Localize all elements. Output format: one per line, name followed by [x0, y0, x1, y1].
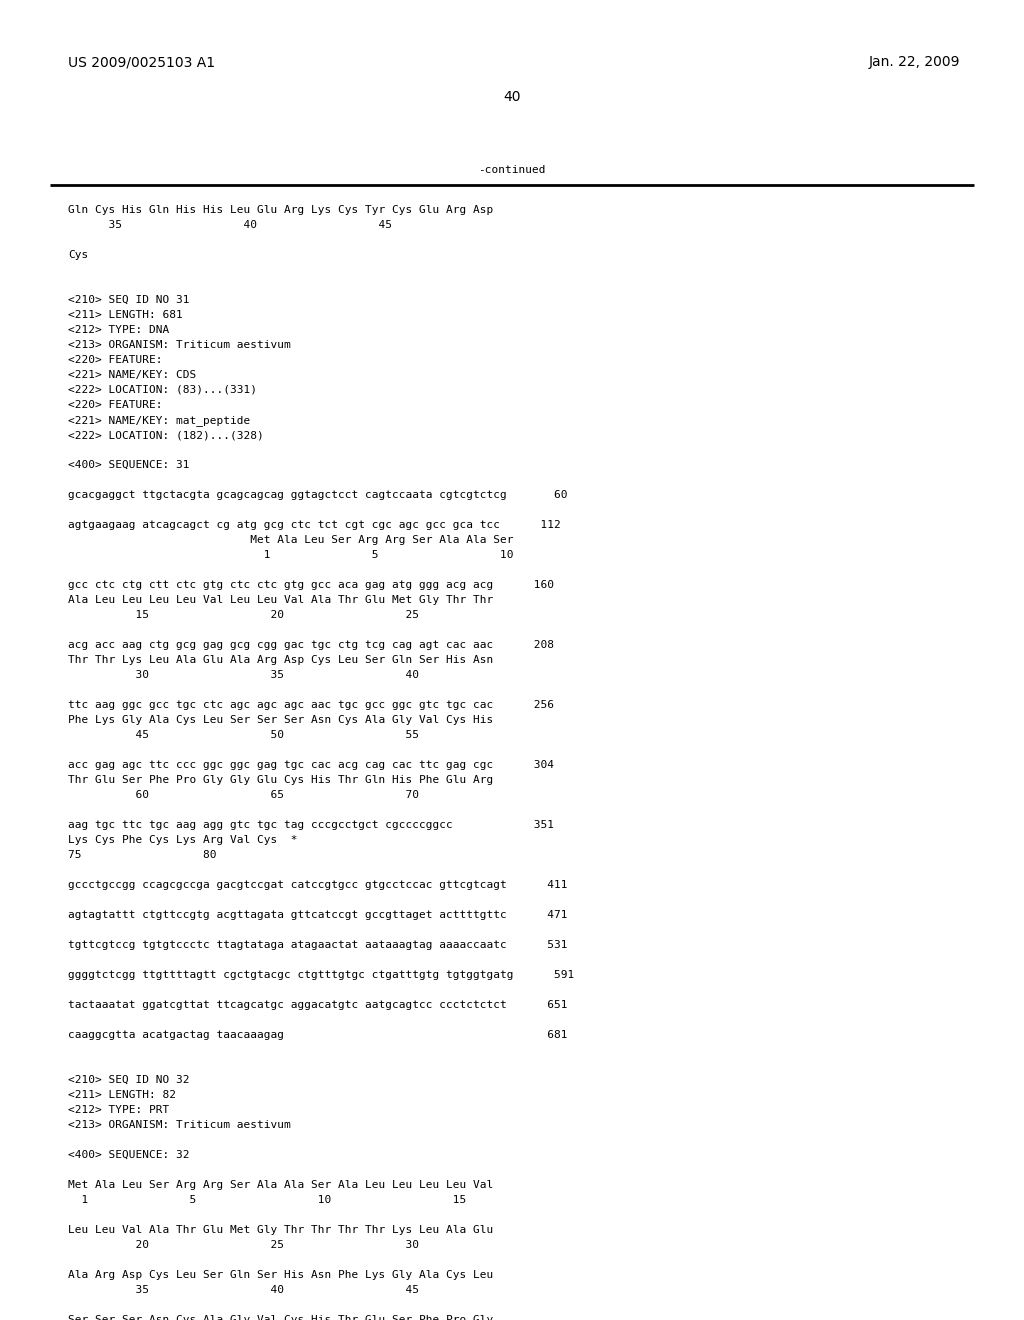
- Text: US 2009/0025103 A1: US 2009/0025103 A1: [68, 55, 215, 69]
- Text: <213> ORGANISM: Triticum aestivum: <213> ORGANISM: Triticum aestivum: [68, 341, 291, 350]
- Text: Thr Thr Lys Leu Ala Glu Ala Arg Asp Cys Leu Ser Gln Ser His Asn: Thr Thr Lys Leu Ala Glu Ala Arg Asp Cys …: [68, 655, 494, 665]
- Text: gcc ctc ctg ctt ctc gtg ctc ctc gtg gcc aca gag atg ggg acg acg      160: gcc ctc ctg ctt ctc gtg ctc ctc gtg gcc …: [68, 579, 554, 590]
- Text: Met Ala Leu Ser Arg Arg Ser Ala Ala Ser Ala Leu Leu Leu Leu Val: Met Ala Leu Ser Arg Arg Ser Ala Ala Ser …: [68, 1180, 494, 1191]
- Text: <220> FEATURE:: <220> FEATURE:: [68, 400, 163, 411]
- Text: 45                  50                  55: 45 50 55: [68, 730, 419, 741]
- Text: <210> SEQ ID NO 32: <210> SEQ ID NO 32: [68, 1074, 189, 1085]
- Text: Thr Glu Ser Phe Pro Gly Gly Glu Cys His Thr Gln His Phe Glu Arg: Thr Glu Ser Phe Pro Gly Gly Glu Cys His …: [68, 775, 494, 785]
- Text: <400> SEQUENCE: 32: <400> SEQUENCE: 32: [68, 1150, 189, 1160]
- Text: gcacgaggct ttgctacgta gcagcagcag ggtagctcct cagtccaata cgtcgtctcg       60: gcacgaggct ttgctacgta gcagcagcag ggtagct…: [68, 490, 567, 500]
- Text: 60                  65                  70: 60 65 70: [68, 789, 419, 800]
- Text: Ala Leu Leu Leu Leu Val Leu Leu Val Ala Thr Glu Met Gly Thr Thr: Ala Leu Leu Leu Leu Val Leu Leu Val Ala …: [68, 595, 494, 605]
- Text: Gln Cys His Gln His His Leu Glu Arg Lys Cys Tyr Cys Glu Arg Asp: Gln Cys His Gln His His Leu Glu Arg Lys …: [68, 205, 494, 215]
- Text: aag tgc ttc tgc aag agg gtc tgc tag cccgcctgct cgccccggcc            351: aag tgc ttc tgc aag agg gtc tgc tag cccg…: [68, 820, 554, 830]
- Text: 35                  40                  45: 35 40 45: [68, 1284, 419, 1295]
- Text: ttc aag ggc gcc tgc ctc agc agc agc aac tgc gcc ggc gtc tgc cac      256: ttc aag ggc gcc tgc ctc agc agc agc aac …: [68, 700, 554, 710]
- Text: 1               5                  10: 1 5 10: [68, 550, 513, 560]
- Text: gccctgccgg ccagcgccga gacgtccgat catccgtgcc gtgcctccac gttcgtcagt      411: gccctgccgg ccagcgccga gacgtccgat catccgt…: [68, 880, 567, 890]
- Text: agtagtattt ctgttccgtg acgttagata gttcatccgt gccgttaget acttttgttc      471: agtagtattt ctgttccgtg acgttagata gttcatc…: [68, 909, 567, 920]
- Text: Phe Lys Gly Ala Cys Leu Ser Ser Ser Asn Cys Ala Gly Val Cys His: Phe Lys Gly Ala Cys Leu Ser Ser Ser Asn …: [68, 715, 494, 725]
- Text: <211> LENGTH: 82: <211> LENGTH: 82: [68, 1090, 176, 1100]
- Text: <211> LENGTH: 681: <211> LENGTH: 681: [68, 310, 182, 319]
- Text: acg acc aag ctg gcg gag gcg cgg gac tgc ctg tcg cag agt cac aac      208: acg acc aag ctg gcg gag gcg cgg gac tgc …: [68, 640, 554, 649]
- Text: Met Ala Leu Ser Arg Arg Ser Ala Ala Ser: Met Ala Leu Ser Arg Arg Ser Ala Ala Ser: [68, 535, 513, 545]
- Text: -continued: -continued: [478, 165, 546, 176]
- Text: <213> ORGANISM: Triticum aestivum: <213> ORGANISM: Triticum aestivum: [68, 1119, 291, 1130]
- Text: Leu Leu Val Ala Thr Glu Met Gly Thr Thr Thr Thr Lys Leu Ala Glu: Leu Leu Val Ala Thr Glu Met Gly Thr Thr …: [68, 1225, 494, 1236]
- Text: 20                  25                  30: 20 25 30: [68, 1239, 419, 1250]
- Text: <212> TYPE: PRT: <212> TYPE: PRT: [68, 1105, 169, 1115]
- Text: 75                  80: 75 80: [68, 850, 216, 861]
- Text: agtgaagaag atcagcagct cg atg gcg ctc tct cgt cgc agc gcc gca tcc      112: agtgaagaag atcagcagct cg atg gcg ctc tct…: [68, 520, 561, 531]
- Text: <221> NAME/KEY: mat_peptide: <221> NAME/KEY: mat_peptide: [68, 414, 250, 426]
- Text: Ser Ser Ser Asn Cys Ala Gly Val Cys His Thr Glu Ser Phe Pro Gly: Ser Ser Ser Asn Cys Ala Gly Val Cys His …: [68, 1315, 494, 1320]
- Text: tgttcgtccg tgtgtccctc ttagtataga atagaactat aataaagtag aaaaccaatc      531: tgttcgtccg tgtgtccctc ttagtataga atagaac…: [68, 940, 567, 950]
- Text: 40: 40: [503, 90, 521, 104]
- Text: tactaaatat ggatcgttat ttcagcatgc aggacatgtc aatgcagtcc ccctctctct      651: tactaaatat ggatcgttat ttcagcatgc aggacat…: [68, 1001, 567, 1010]
- Text: acc gag agc ttc ccc ggc ggc gag tgc cac acg cag cac ttc gag cgc      304: acc gag agc ttc ccc ggc ggc gag tgc cac …: [68, 760, 554, 770]
- Text: ggggtctcgg ttgttttagtt cgctgtacgc ctgtttgtgc ctgatttgtg tgtggtgatg      591: ggggtctcgg ttgttttagtt cgctgtacgc ctgttt…: [68, 970, 574, 979]
- Text: <222> LOCATION: (182)...(328): <222> LOCATION: (182)...(328): [68, 430, 264, 440]
- Text: <212> TYPE: DNA: <212> TYPE: DNA: [68, 325, 169, 335]
- Text: <222> LOCATION: (83)...(331): <222> LOCATION: (83)...(331): [68, 385, 257, 395]
- Text: <220> FEATURE:: <220> FEATURE:: [68, 355, 163, 366]
- Text: Cys: Cys: [68, 249, 88, 260]
- Text: Lys Cys Phe Cys Lys Arg Val Cys  *: Lys Cys Phe Cys Lys Arg Val Cys *: [68, 836, 298, 845]
- Text: 35                  40                  45: 35 40 45: [68, 220, 392, 230]
- Text: Ala Arg Asp Cys Leu Ser Gln Ser His Asn Phe Lys Gly Ala Cys Leu: Ala Arg Asp Cys Leu Ser Gln Ser His Asn …: [68, 1270, 494, 1280]
- Text: <210> SEQ ID NO 31: <210> SEQ ID NO 31: [68, 294, 189, 305]
- Text: caaggcgtta acatgactag taacaaagag                                       681: caaggcgtta acatgactag taacaaagag 681: [68, 1030, 567, 1040]
- Text: <400> SEQUENCE: 31: <400> SEQUENCE: 31: [68, 459, 189, 470]
- Text: <221> NAME/KEY: CDS: <221> NAME/KEY: CDS: [68, 370, 197, 380]
- Text: 15                  20                  25: 15 20 25: [68, 610, 419, 620]
- Text: 30                  35                  40: 30 35 40: [68, 671, 419, 680]
- Text: 1               5                  10                  15: 1 5 10 15: [68, 1195, 466, 1205]
- Text: Jan. 22, 2009: Jan. 22, 2009: [868, 55, 961, 69]
